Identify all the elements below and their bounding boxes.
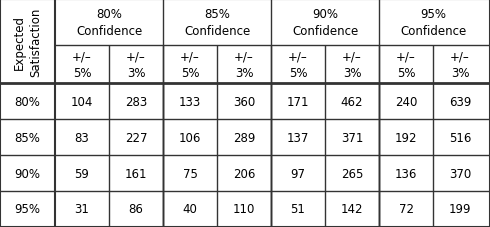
Text: 360: 360 bbox=[233, 95, 255, 108]
Text: 83: 83 bbox=[74, 131, 89, 144]
Text: 136: 136 bbox=[395, 167, 417, 180]
Text: 59: 59 bbox=[74, 167, 90, 180]
Text: +/–
3%: +/– 3% bbox=[342, 50, 362, 80]
Text: 199: 199 bbox=[449, 203, 471, 216]
Text: 95%: 95% bbox=[15, 203, 41, 216]
Text: 516: 516 bbox=[449, 131, 471, 144]
Text: 171: 171 bbox=[287, 95, 309, 108]
Text: 142: 142 bbox=[341, 203, 363, 216]
Text: 161: 161 bbox=[125, 167, 147, 180]
Text: +/–
5%: +/– 5% bbox=[396, 50, 416, 80]
Text: 192: 192 bbox=[395, 131, 417, 144]
Text: +/–
3%: +/– 3% bbox=[234, 50, 254, 80]
Text: 370: 370 bbox=[449, 167, 471, 180]
Text: 31: 31 bbox=[74, 203, 90, 216]
Text: Expected
Satisfaction: Expected Satisfaction bbox=[13, 7, 42, 76]
Text: 206: 206 bbox=[233, 167, 255, 180]
Text: +/–
3%: +/– 3% bbox=[450, 50, 470, 80]
Text: 462: 462 bbox=[341, 95, 363, 108]
Text: 240: 240 bbox=[395, 95, 417, 108]
Text: 265: 265 bbox=[341, 167, 363, 180]
Text: +/–
3%: +/– 3% bbox=[126, 50, 146, 80]
Text: 75: 75 bbox=[183, 167, 197, 180]
Text: +/–
5%: +/– 5% bbox=[288, 50, 308, 80]
Text: 86: 86 bbox=[128, 203, 144, 216]
Text: 283: 283 bbox=[125, 95, 147, 108]
Text: 80%: 80% bbox=[15, 95, 41, 108]
Text: 104: 104 bbox=[71, 95, 93, 108]
Text: 227: 227 bbox=[125, 131, 147, 144]
Text: 371: 371 bbox=[341, 131, 363, 144]
Text: 95%
Confidence: 95% Confidence bbox=[400, 8, 466, 38]
Text: +/–
5%: +/– 5% bbox=[72, 50, 92, 80]
Text: 639: 639 bbox=[449, 95, 471, 108]
Text: 85%
Confidence: 85% Confidence bbox=[184, 8, 250, 38]
Text: 137: 137 bbox=[287, 131, 309, 144]
Text: 110: 110 bbox=[233, 203, 255, 216]
Text: 97: 97 bbox=[291, 167, 305, 180]
Text: 51: 51 bbox=[291, 203, 305, 216]
Text: 85%: 85% bbox=[15, 131, 41, 144]
Text: 80%
Confidence: 80% Confidence bbox=[76, 8, 142, 38]
Text: 106: 106 bbox=[179, 131, 201, 144]
Text: 72: 72 bbox=[398, 203, 414, 216]
Text: 90%: 90% bbox=[15, 167, 41, 180]
Text: 40: 40 bbox=[183, 203, 197, 216]
Text: 289: 289 bbox=[233, 131, 255, 144]
Text: +/–
5%: +/– 5% bbox=[180, 50, 200, 80]
Text: 133: 133 bbox=[179, 95, 201, 108]
Text: 90%
Confidence: 90% Confidence bbox=[292, 8, 358, 38]
